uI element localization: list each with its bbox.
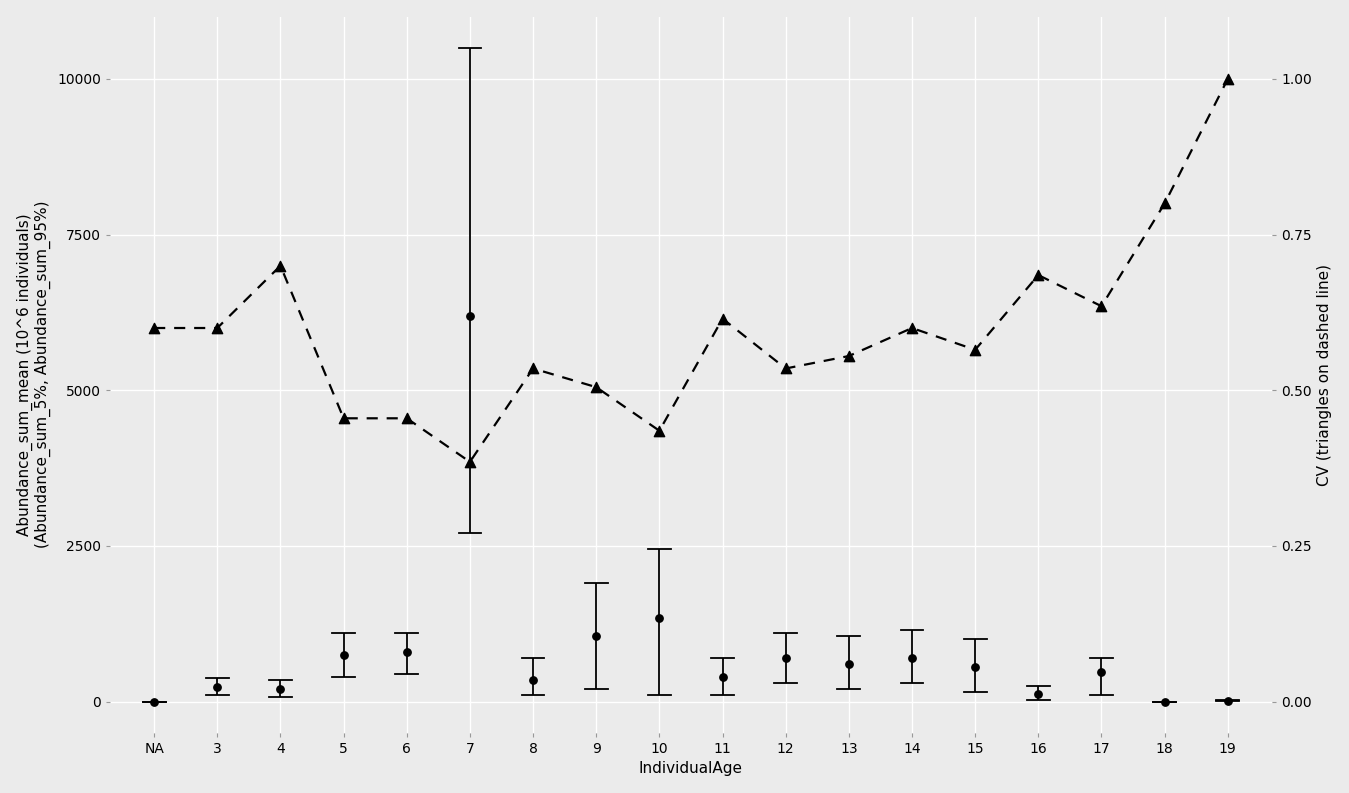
Point bbox=[522, 362, 544, 375]
Point bbox=[1217, 695, 1238, 707]
X-axis label: IndividualAge: IndividualAge bbox=[639, 761, 743, 776]
Point bbox=[965, 343, 986, 356]
Point bbox=[459, 309, 480, 322]
Point bbox=[397, 412, 418, 424]
Point bbox=[333, 412, 355, 424]
Point bbox=[459, 455, 480, 468]
Point bbox=[270, 683, 291, 695]
Point bbox=[333, 649, 355, 661]
Point bbox=[649, 611, 670, 624]
Point bbox=[774, 652, 796, 665]
Point bbox=[1153, 197, 1175, 210]
Point bbox=[585, 630, 607, 642]
Point bbox=[965, 661, 986, 674]
Point bbox=[901, 322, 923, 335]
Point bbox=[1091, 300, 1113, 312]
Point bbox=[270, 259, 291, 272]
Y-axis label: CV (triangles on dashed line): CV (triangles on dashed line) bbox=[1318, 264, 1333, 485]
Point bbox=[774, 362, 796, 375]
Point bbox=[1153, 695, 1175, 708]
Point bbox=[206, 322, 228, 335]
Point bbox=[143, 695, 165, 708]
Point bbox=[1028, 688, 1050, 700]
Point bbox=[1217, 73, 1238, 86]
Point bbox=[206, 681, 228, 694]
Point bbox=[585, 381, 607, 393]
Point bbox=[838, 350, 859, 362]
Point bbox=[1028, 269, 1050, 282]
Y-axis label: Abundance_sum_mean (10^6 individuals)
(Abundance_sum_5%, Abundance_sum_95%): Abundance_sum_mean (10^6 individuals) (A… bbox=[16, 201, 51, 549]
Point bbox=[712, 670, 734, 683]
Point bbox=[838, 658, 859, 671]
Point bbox=[143, 322, 165, 335]
Point bbox=[901, 652, 923, 665]
Point bbox=[397, 646, 418, 658]
Point bbox=[649, 424, 670, 437]
Point bbox=[1091, 665, 1113, 678]
Point bbox=[522, 673, 544, 686]
Point bbox=[712, 312, 734, 325]
